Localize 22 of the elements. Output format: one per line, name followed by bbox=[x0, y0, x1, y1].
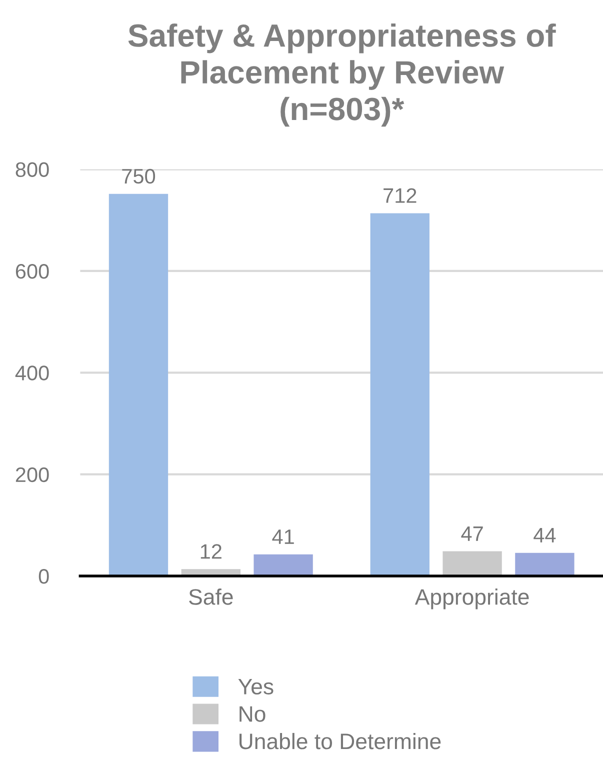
x-tick-label: Appropriate bbox=[414, 588, 529, 610]
bar bbox=[254, 554, 313, 576]
chart-title: Safety & Appropriateness of Placement by Review (n=803)* bbox=[128, 23, 556, 127]
bar bbox=[108, 194, 168, 576]
y-tick-label: 400 bbox=[15, 366, 49, 380]
bar bbox=[442, 551, 502, 576]
data-label: 712 bbox=[384, 188, 416, 203]
data-label: 47 bbox=[461, 526, 483, 541]
y-tick-label: 800 bbox=[16, 162, 49, 178]
x-tick-label: Safe bbox=[189, 588, 233, 605]
data-label: 44 bbox=[534, 528, 556, 542]
y-tick-label: 600 bbox=[16, 264, 49, 279]
legend-label: Yes bbox=[238, 678, 274, 694]
legend-label: No bbox=[240, 706, 266, 722]
data-label: 12 bbox=[200, 544, 222, 559]
bar bbox=[515, 552, 574, 576]
y-tick-label: 0 bbox=[38, 569, 49, 584]
legend-label: Unable to Determine bbox=[240, 732, 441, 750]
data-label: 750 bbox=[122, 168, 156, 184]
data-label: 41 bbox=[272, 530, 294, 544]
bar bbox=[370, 213, 430, 576]
y-tick-label: 200 bbox=[16, 467, 49, 482]
